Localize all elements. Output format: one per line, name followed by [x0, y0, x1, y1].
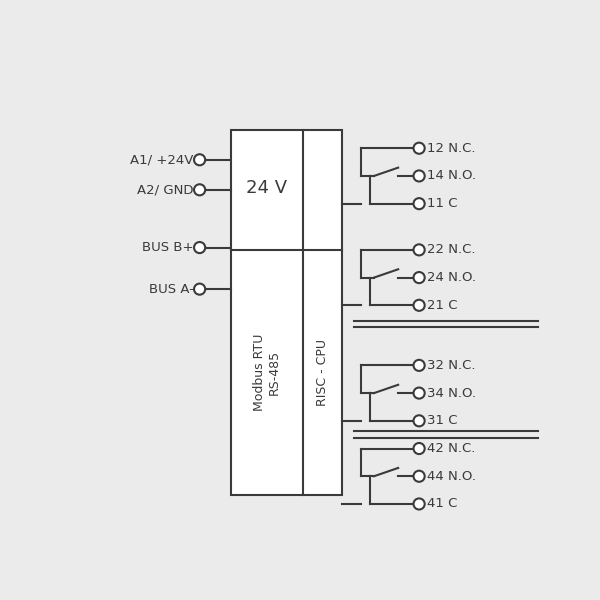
Text: 22 N.C.: 22 N.C.: [427, 244, 476, 256]
Text: RISC - CPU: RISC - CPU: [316, 339, 329, 406]
Text: 24 V: 24 V: [246, 179, 287, 197]
Circle shape: [413, 360, 425, 371]
Circle shape: [194, 184, 205, 196]
Text: 41 C: 41 C: [427, 497, 458, 511]
Circle shape: [413, 300, 425, 311]
Text: 11 C: 11 C: [427, 197, 458, 210]
Circle shape: [413, 415, 425, 427]
Circle shape: [413, 499, 425, 509]
Text: 42 N.C.: 42 N.C.: [427, 442, 476, 455]
Circle shape: [413, 198, 425, 209]
Text: 21 C: 21 C: [427, 299, 458, 312]
Circle shape: [413, 170, 425, 181]
Text: Modbus RTU
RS-485: Modbus RTU RS-485: [253, 334, 281, 411]
FancyBboxPatch shape: [231, 130, 343, 495]
Text: BUS A-: BUS A-: [149, 283, 194, 296]
Text: 24 N.O.: 24 N.O.: [427, 271, 476, 284]
Circle shape: [194, 242, 205, 253]
Circle shape: [413, 272, 425, 283]
Text: 31 C: 31 C: [427, 415, 458, 427]
Circle shape: [194, 154, 205, 166]
Circle shape: [413, 244, 425, 256]
Text: 34 N.O.: 34 N.O.: [427, 386, 476, 400]
Circle shape: [413, 471, 425, 482]
Text: A1/ +24V: A1/ +24V: [130, 153, 194, 166]
Text: 32 N.C.: 32 N.C.: [427, 359, 476, 372]
Circle shape: [413, 443, 425, 454]
Text: 12 N.C.: 12 N.C.: [427, 142, 476, 155]
Circle shape: [413, 388, 425, 398]
Circle shape: [194, 284, 205, 295]
Circle shape: [413, 143, 425, 154]
Text: BUS B+: BUS B+: [142, 241, 194, 254]
Text: 14 N.O.: 14 N.O.: [427, 169, 476, 182]
Text: A2/ GND: A2/ GND: [137, 184, 194, 196]
Text: 44 N.O.: 44 N.O.: [427, 470, 476, 483]
